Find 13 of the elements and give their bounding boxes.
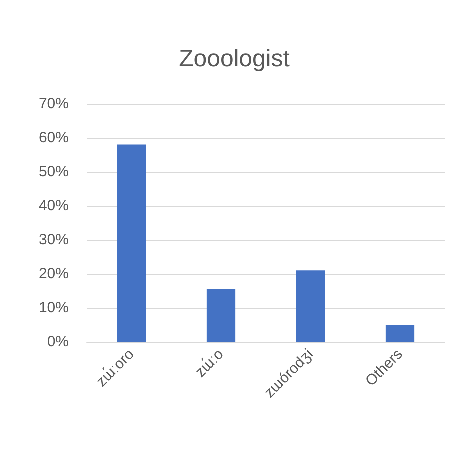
y-tick-label: 0% [47,334,69,350]
y-tick-label: 60% [38,130,69,146]
y-tick-label: 40% [38,198,69,214]
chart-title: Zooologist [179,46,290,72]
bar [117,144,146,342]
y-tick-label: 10% [38,300,69,316]
y-tick-label: 70% [38,96,69,112]
y-tick-label: 20% [38,266,69,282]
bar [206,289,236,342]
bar [386,325,415,342]
y-tick-label: 30% [38,232,69,248]
bar [296,270,326,342]
y-tick-label: 50% [38,164,69,180]
